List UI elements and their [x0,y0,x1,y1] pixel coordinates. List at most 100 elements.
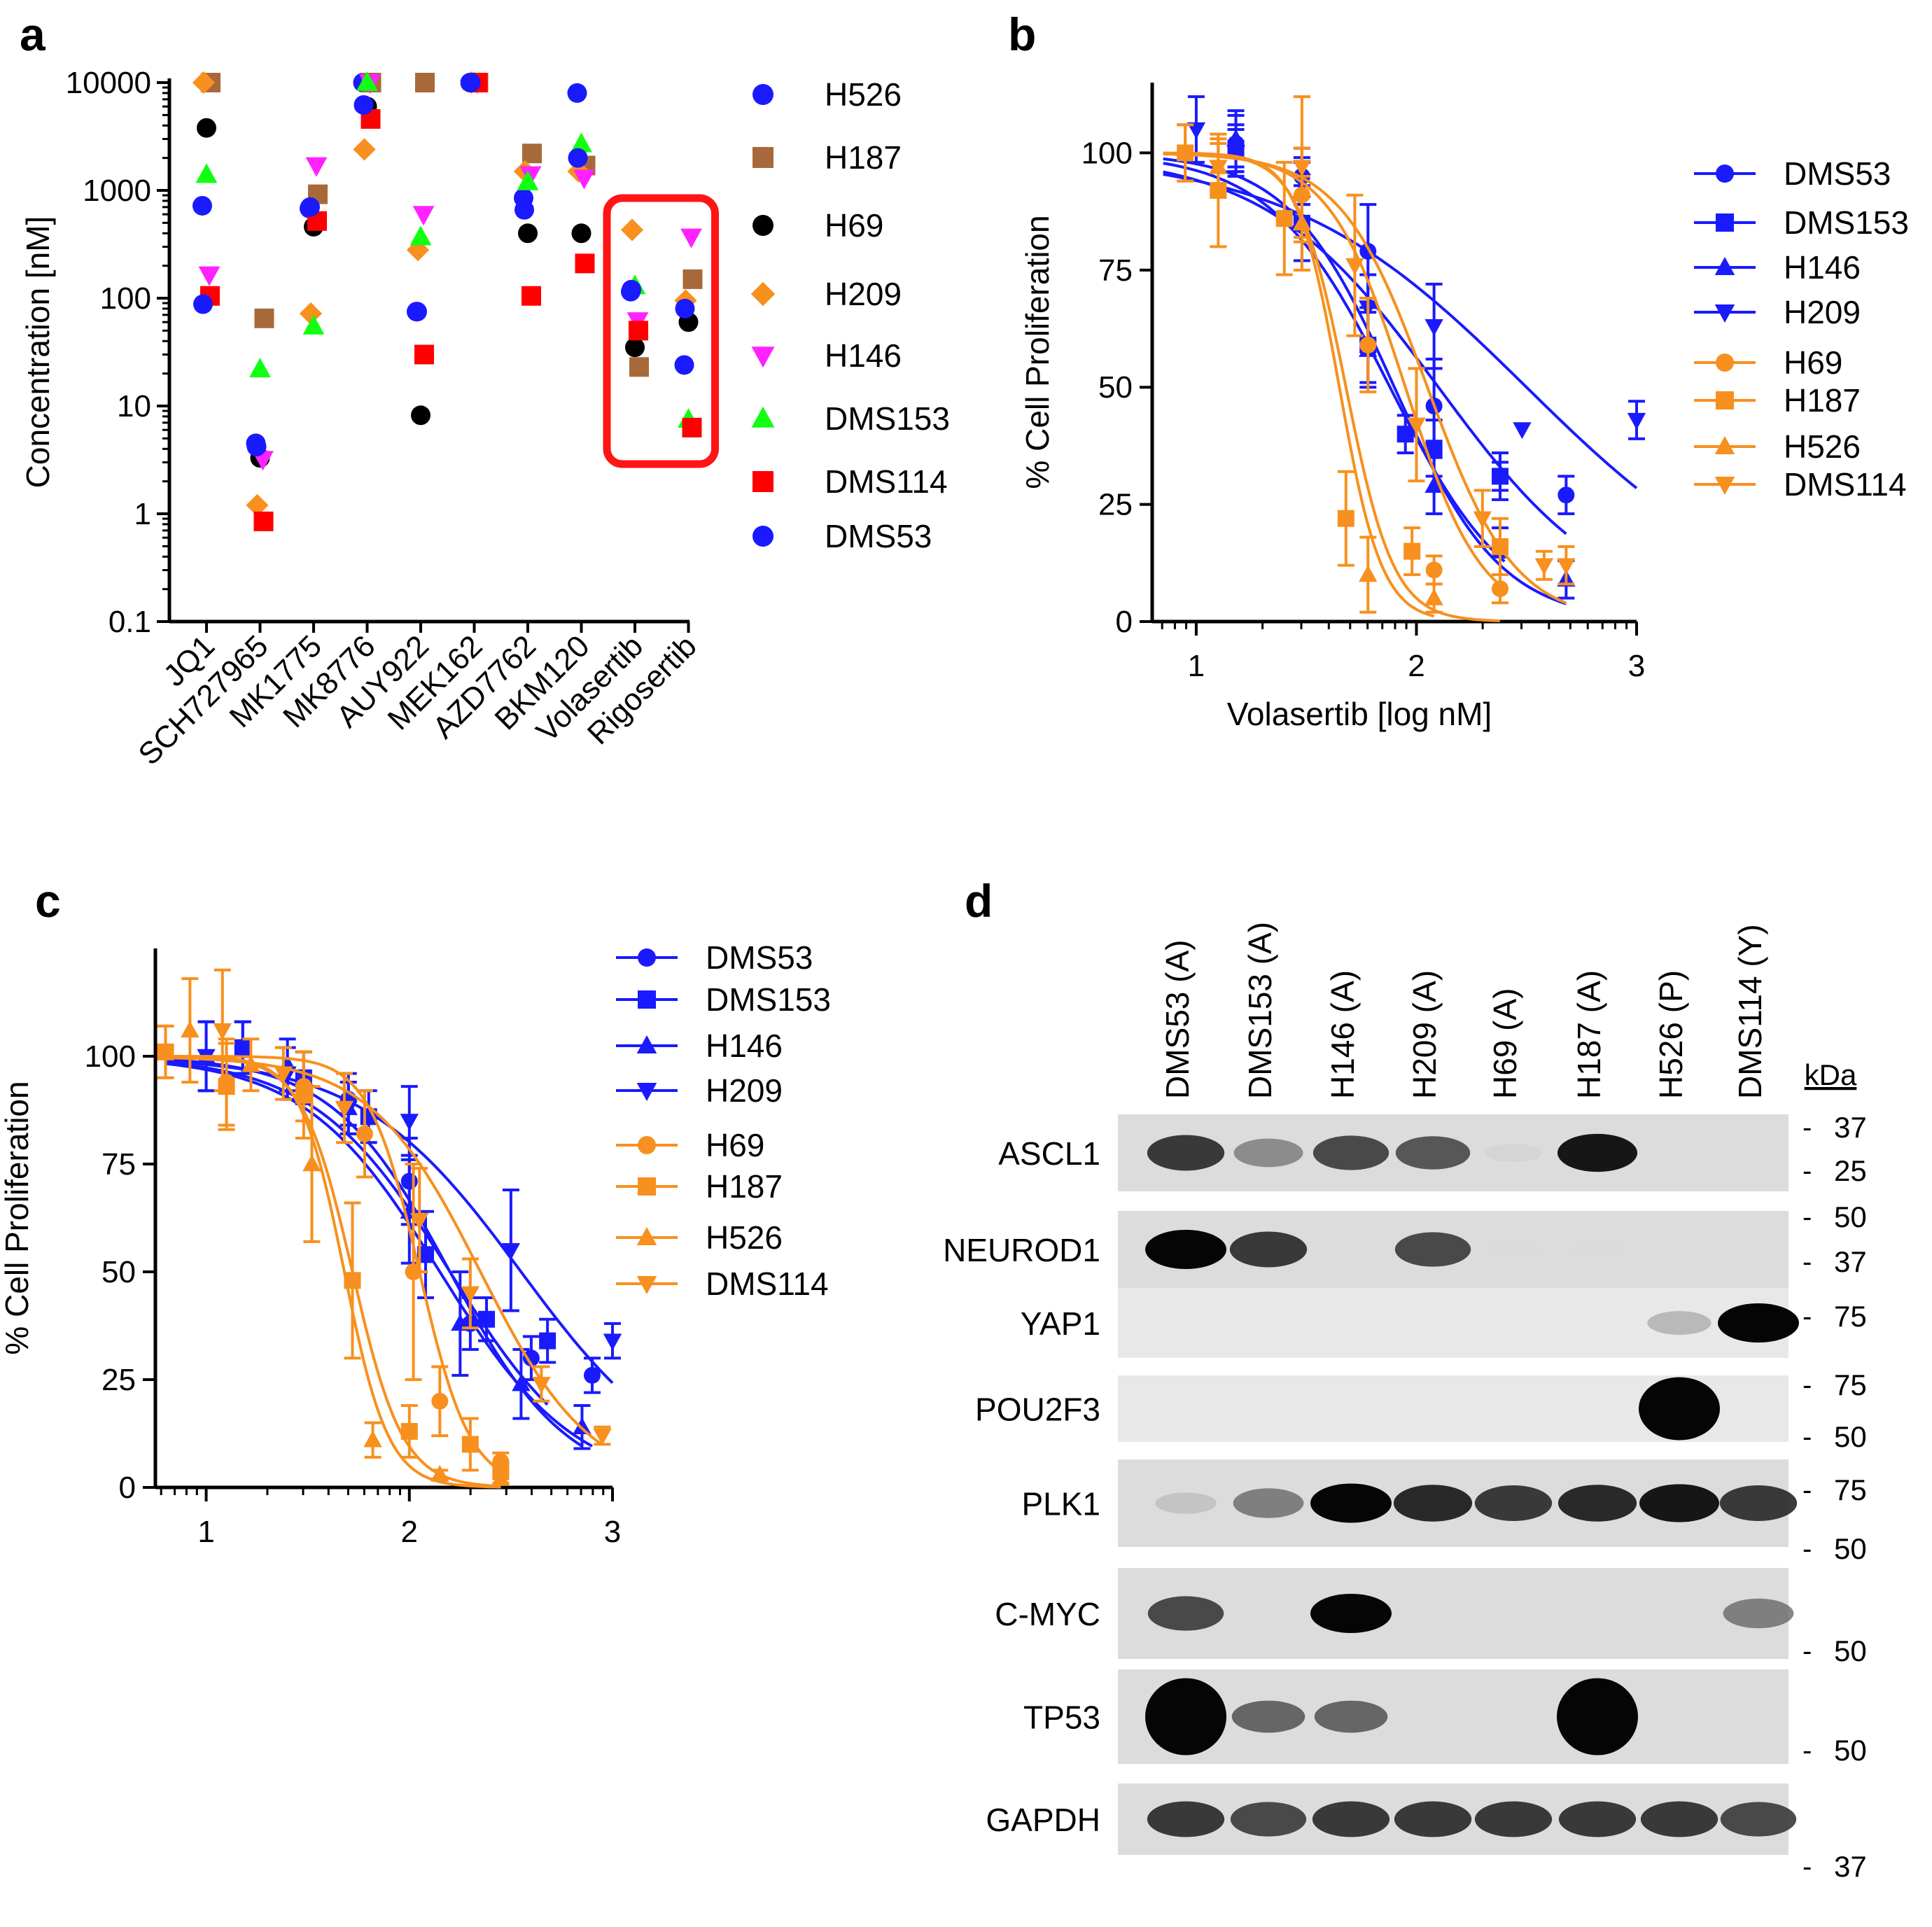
y-tick-label: 25 [1098,488,1133,522]
blot-band [1147,1596,1224,1631]
data-point [246,493,269,517]
mw-marker-dash: - [1802,1112,1812,1143]
data-point [461,1286,480,1303]
blot-band [1312,1135,1390,1170]
y-tick-label: 75 [1098,253,1133,288]
data-point [274,1066,293,1084]
data-point [1226,146,1245,163]
y-tick-label: 100 [1082,136,1133,170]
data-point [512,1374,531,1392]
legend-marker [638,1136,656,1154]
mw-marker-label: 75 [1834,1473,1867,1506]
x-axis-title: Volasertib [log nM] [1227,696,1492,732]
data-point [1424,318,1443,336]
legend-label: H209 [825,276,902,312]
blot-band [1233,1138,1303,1168]
data-point [356,71,378,91]
panel-letter-b: b [1008,8,1036,60]
y-axis-title: Concentration [nM] [20,216,56,489]
legend-marker [751,346,775,368]
legend-label: DMS53 [825,518,932,554]
data-point [517,170,539,190]
data-point [522,286,541,306]
legend-marker [1714,476,1735,495]
legend-marker [638,990,656,1009]
legend-label: H187 [706,1168,783,1205]
legend-marker [752,147,774,168]
y-axis-title: % Cell Proliferation [0,1081,35,1354]
fit-curve [1163,152,1502,587]
lane-label: H69 (A) [1487,988,1523,1099]
blot-band [1720,1802,1797,1837]
data-point [192,71,216,94]
data-point [181,1021,200,1038]
blot-band [1314,1700,1388,1733]
y-axis-title: % Cell Proliferation [1019,215,1056,489]
blot-strip [1118,1669,1788,1764]
data-point [571,223,592,244]
legend-label: H187 [825,139,902,176]
data-point [522,143,542,164]
panel-letter-c: c [35,875,61,927]
legend-label: H69 [825,207,883,244]
data-point [218,1078,235,1095]
data-point [1396,426,1414,443]
mw-marker-dash: - [1802,1370,1812,1401]
data-point [302,314,325,335]
data-point [1473,511,1492,528]
data-point [406,239,430,262]
kda-label: kDa [1805,1058,1857,1091]
data-point [299,302,323,325]
lane-label: DMS153 (A) [1242,922,1278,1099]
data-point [625,337,645,358]
mw-marker-dash: - [1802,1534,1812,1564]
blot-band [1145,1230,1226,1269]
data-point [573,1417,592,1434]
lane-label: DMS114 (Y) [1732,924,1768,1099]
fit-curve [1163,153,1567,605]
data-point [682,417,702,437]
mw-marker-dash: - [1802,1475,1812,1506]
legend-label: H526 [1784,428,1861,465]
data-point [197,118,216,138]
data-point [249,358,271,378]
y-tick-label: 100 [85,1039,136,1074]
legend-marker [752,215,774,236]
legend-label: DMS114 [706,1266,829,1302]
y-tick-label: 50 [102,1255,136,1289]
data-point [680,228,702,248]
fit-curve [1163,162,1506,563]
legend-marker [638,1177,656,1196]
data-point [1425,561,1443,579]
legend-marker [1714,436,1735,455]
legend-marker [1716,213,1734,232]
data-point [573,169,595,190]
mw-marker-label: 50 [1834,1634,1867,1667]
y-tick-label: 75 [102,1147,136,1182]
protein-label: POU2F3 [975,1392,1100,1428]
data-point [356,1125,373,1142]
data-point [415,73,435,92]
data-point [491,1469,510,1486]
blot-band [1231,1700,1306,1733]
blot-band [1723,1598,1794,1629]
data-point [234,1039,251,1056]
data-point [414,344,434,365]
lane-label: H526 (P) [1653,970,1689,1099]
blot-band [1558,1801,1637,1837]
legend-label: DMS53 [706,939,813,976]
blot-band [1145,1678,1226,1756]
legend-label: H526 [706,1219,783,1256]
panel-letter-a: a [20,8,46,60]
lane-label: DMS53 (A) [1159,940,1196,1099]
data-point [253,511,274,531]
legend-label: DMS114 [1784,466,1907,503]
data-point [300,197,320,217]
blot-band [1393,1485,1473,1522]
mw-marker-dash: - [1802,1247,1812,1277]
legend-marker [1716,353,1734,372]
panel-b: b 0 25 50 75 100 1 2 3 % Cell Proliferation Volas… [1008,8,1909,732]
y-tick-label: 0 [1116,605,1133,639]
fit-curve [1163,151,1435,618]
x-tick-label: 3 [1628,649,1645,683]
